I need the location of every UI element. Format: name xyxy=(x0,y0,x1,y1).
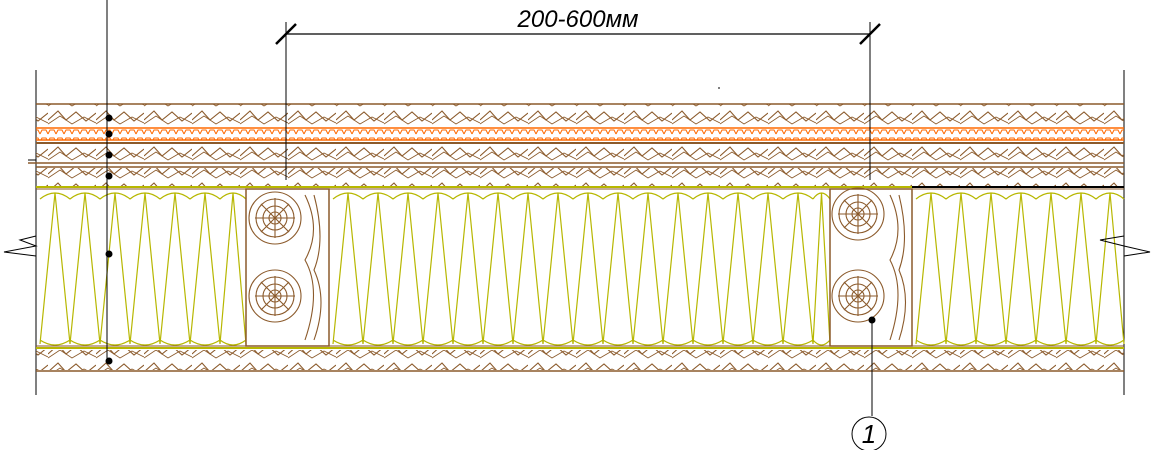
dot-marker-icon xyxy=(105,172,113,180)
dimension-label: 200-600мм xyxy=(517,6,639,33)
membrane-layer xyxy=(36,127,1124,141)
dot-marker-icon xyxy=(105,114,113,122)
dot-marker-icon xyxy=(105,357,113,365)
zigzag-break-icon xyxy=(1099,235,1151,257)
timber-stud-left xyxy=(245,188,330,347)
dimension-line: 200-600мм xyxy=(275,6,881,180)
dot-marker-icon xyxy=(105,151,113,159)
top-wood-layer xyxy=(36,103,1124,128)
dot-marker-icon xyxy=(105,130,113,138)
second-wood-layer xyxy=(28,142,1124,164)
third-wood-layer xyxy=(36,166,1124,188)
dot-marker-icon xyxy=(105,250,113,258)
bottom-wood-layer xyxy=(36,347,1124,372)
zigzag-break-icon xyxy=(3,235,38,257)
insulation-core xyxy=(36,188,1125,347)
callout-number: 1 xyxy=(862,419,876,449)
callout-marker: 1 xyxy=(851,316,887,450)
layer-leader-line xyxy=(105,0,113,365)
